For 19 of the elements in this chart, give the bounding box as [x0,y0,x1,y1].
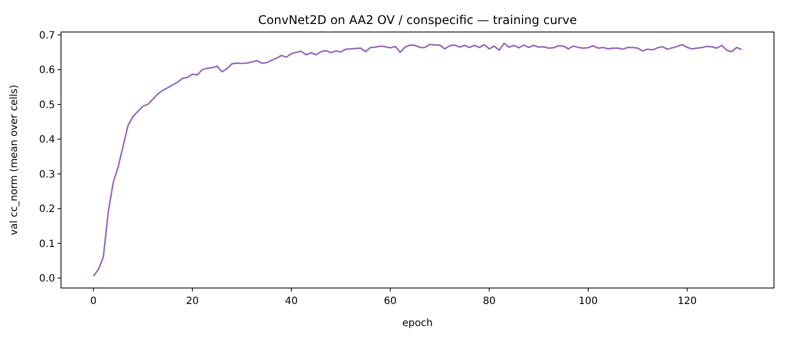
y-tick-label: 0.7 [39,30,55,42]
x-tick-label: 100 [578,296,598,307]
x-tick-label: 20 [186,296,199,307]
y-tick-label: 0.2 [39,204,55,216]
chart-title: ConvNet2D on AA2 OV / conspecific — training curve [258,13,577,27]
y-tick-label: 0.5 [39,100,55,111]
y-tick-label: 0.1 [39,238,55,250]
y-tick-label: 0.3 [39,169,55,180]
x-axis-title: epoch [402,318,433,329]
x-tick-label: 60 [384,296,397,307]
x-tick-label: 120 [678,296,697,307]
y-axis-title: val cc_norm (mean over cells) [9,84,20,236]
y-tick-label: 0.4 [39,134,55,146]
line-series [92,42,742,278]
y-tick-label: 0.6 [39,65,55,76]
x-tick-label: 0 [90,296,97,307]
x-tick-label: 40 [284,296,298,307]
y-tick-label: 0.0 [39,274,55,285]
x-tick-label: 80 [482,296,496,307]
